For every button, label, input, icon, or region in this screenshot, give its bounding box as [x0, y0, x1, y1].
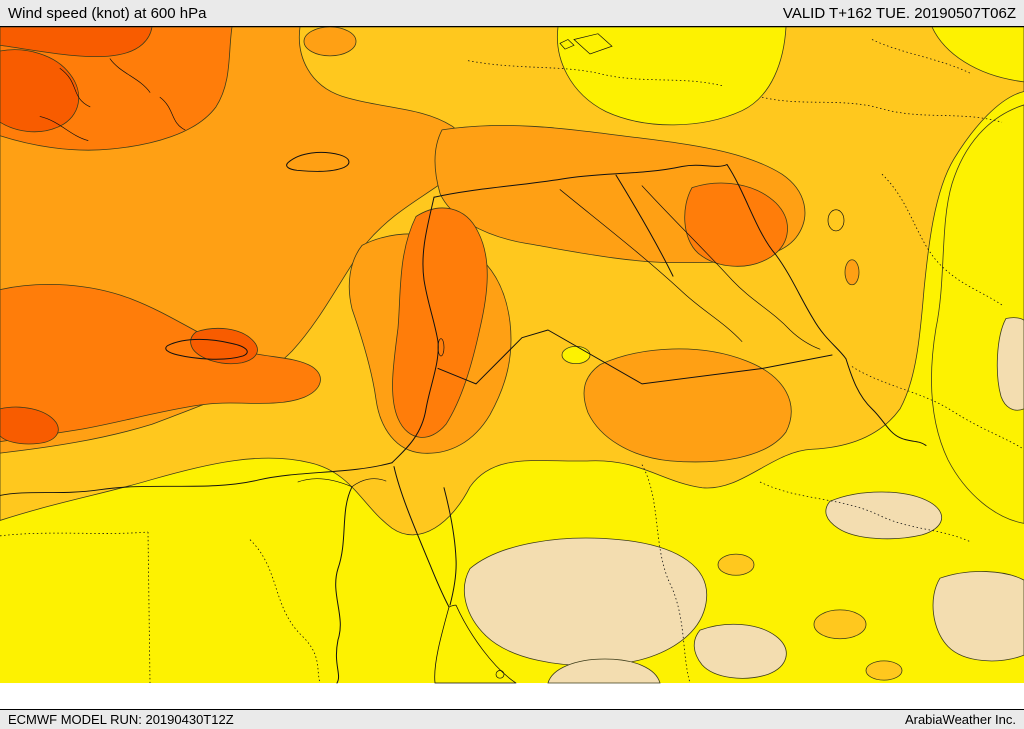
river-tigris — [641, 185, 821, 350]
contour-region — [844, 259, 860, 286]
dotted-boundary — [147, 532, 151, 684]
contour-level-calm — [463, 317, 1024, 684]
coastline-gulf-of-aqaba — [443, 487, 457, 606]
contour-region — [825, 491, 942, 540]
border-syria-iraq — [615, 174, 674, 277]
border-iran-iraq — [726, 164, 847, 360]
contour-region — [303, 27, 357, 57]
contour-region — [717, 553, 755, 576]
map-canvas-wrap — [0, 27, 1024, 709]
contour-region — [0, 27, 153, 58]
contour-level-verystrong — [0, 27, 258, 445]
contour-level-light-holes — [557, 27, 1024, 524]
contour-region — [557, 27, 787, 126]
border-jordan-saudi-iraq — [437, 329, 833, 385]
dotted-boundary — [871, 39, 973, 75]
header-bar: Wind speed (knot) at 600 hPa VALID T+162… — [0, 0, 1024, 27]
contour-region — [583, 348, 792, 463]
coastline-aegean — [39, 58, 186, 141]
lake-tuz — [559, 39, 575, 50]
contour-region — [561, 345, 591, 365]
nile-delta — [297, 478, 387, 488]
island-cyprus — [286, 151, 350, 172]
coastline-levant — [391, 196, 439, 464]
dotted-boundary — [851, 366, 1024, 450]
valid-time-label: VALID T+162 TUE. 20190507T06Z — [782, 4, 1016, 22]
contour-region — [392, 207, 488, 438]
lake-van — [573, 33, 613, 55]
geography — [0, 33, 927, 684]
contour-region — [463, 537, 708, 666]
lake-urmia — [827, 209, 845, 232]
model-run-label: ECMWF MODEL RUN: 20190430T12Z — [8, 712, 234, 727]
dotted-boundary — [761, 96, 1003, 123]
border-turkey-syria — [433, 164, 728, 198]
contour-region — [693, 623, 787, 679]
dotted-boundary — [0, 531, 149, 537]
dotted-boundary — [881, 173, 1003, 306]
contour-region — [865, 660, 903, 681]
red-sea — [434, 604, 517, 684]
footer-bar: ECMWF MODEL RUN: 20190430T12Z ArabiaWeat… — [0, 709, 1024, 729]
contour-region — [684, 182, 788, 267]
contour-region — [931, 104, 1024, 524]
contour-region — [932, 571, 1024, 662]
coastline-persian-gulf — [845, 358, 927, 446]
dotted-boundary — [249, 539, 321, 684]
river-nile — [335, 486, 353, 684]
contour-region — [0, 284, 321, 442]
contour-region — [190, 327, 258, 365]
map-title: Wind speed (knot) at 600 hPa — [8, 4, 207, 22]
island-crete — [165, 338, 248, 360]
contour-region — [996, 317, 1024, 411]
coastline-gulf-of-suez — [393, 466, 450, 608]
dotted-boundaries — [0, 39, 1024, 684]
contour-region — [0, 406, 59, 445]
contour-region — [547, 658, 661, 684]
dotted-boundary — [641, 464, 691, 684]
coastline-egypt — [0, 462, 393, 496]
contour-region — [0, 49, 79, 133]
wind-speed-map — [0, 27, 1024, 684]
red-sea-island — [495, 670, 505, 679]
brand-label: ArabiaWeather Inc. — [904, 712, 1016, 727]
contour-level-strong — [0, 27, 788, 442]
river-euphrates — [559, 189, 743, 342]
dead-sea — [437, 338, 445, 357]
contour-region — [813, 609, 867, 640]
